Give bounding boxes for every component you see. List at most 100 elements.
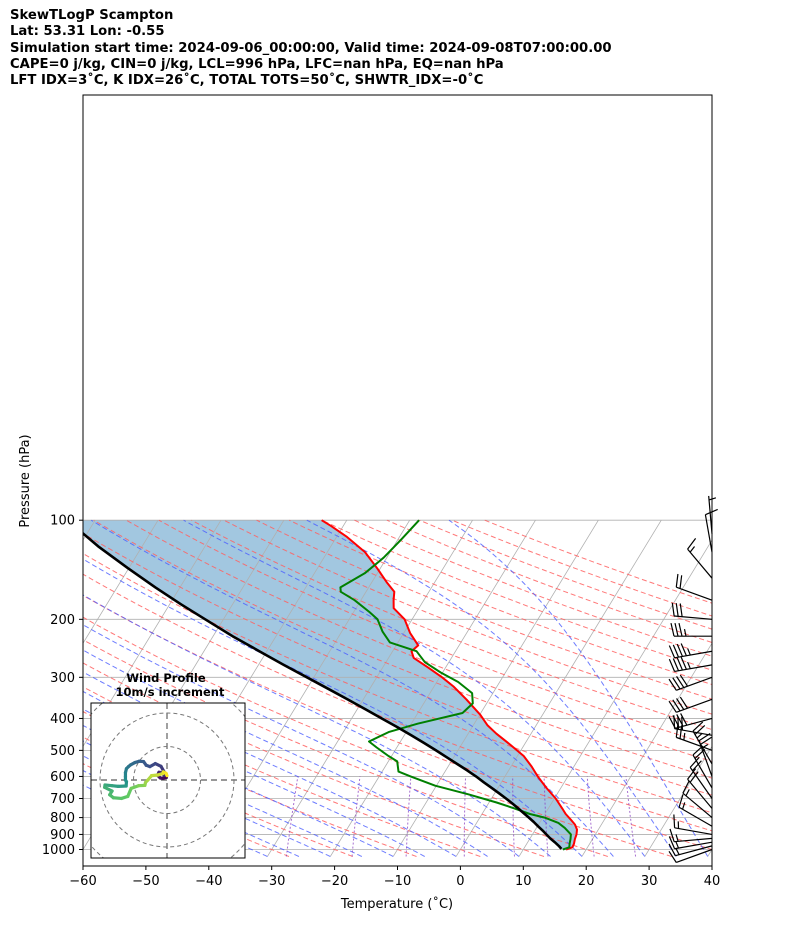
x-tick-label: −20 [321, 874, 348, 889]
isotherm [518, 539, 712, 857]
wind-barb [668, 696, 713, 713]
moist-adiabat [83, 755, 300, 857]
wind-barb [668, 713, 713, 729]
y-axis-label: Pressure (hPa) [18, 434, 33, 527]
isotherm [83, 519, 222, 748]
hodograph-title: Wind Profile [126, 671, 206, 685]
hodograph-segment [164, 771, 169, 778]
dry-adiabat [83, 639, 608, 857]
wind-barb [704, 508, 718, 553]
cape-shading [83, 520, 577, 850]
dry-adiabat [321, 519, 712, 671]
y-tick-label: 200 [50, 613, 75, 628]
location-line: Lat: 53.31 Lon: -0.55 [10, 24, 165, 40]
dry-adiabat [83, 662, 545, 857]
y-tick-label: 300 [50, 671, 75, 686]
wind-barb [675, 573, 713, 601]
dry-adiabat [83, 552, 712, 814]
dry-adiabat [83, 594, 712, 851]
wind-barb [668, 848, 713, 864]
wind-barb [708, 495, 717, 534]
mixing-ratio-line [586, 776, 595, 857]
mixing-ratio-line [285, 776, 299, 857]
y-tick-label: 900 [50, 828, 75, 843]
dry-adiabat [451, 519, 712, 617]
moist-adiabat [83, 594, 551, 857]
moist-adiabat [183, 519, 646, 857]
isotherm [644, 745, 712, 857]
isotherm [392, 519, 599, 857]
wind-barb [668, 656, 713, 673]
dry-adiabat [83, 711, 417, 857]
indices-line-1: CAPE=0 j/kg, CIN=0 j/kg, LCL=996 hPa, LF… [10, 56, 504, 72]
wind-barb [668, 843, 713, 857]
wind-barb [668, 643, 713, 659]
mixing-ratio-line [351, 776, 361, 857]
isotherm [771, 520, 794, 856]
x-tick-label: −50 [132, 874, 159, 889]
wind-barb [673, 814, 713, 836]
wind-barb [669, 828, 713, 843]
isotherm [707, 848, 712, 857]
y-tick-label: 400 [50, 712, 75, 727]
hodograph-subtitle: 10m/s increment [116, 685, 225, 699]
x-tick-label: 30 [641, 874, 658, 889]
wind-barb [689, 757, 713, 799]
wind-barb [668, 674, 713, 691]
x-tick-label: −30 [258, 874, 285, 889]
parcel-line [83, 531, 563, 850]
wind-barb [668, 836, 713, 850]
y-tick-label: 1000 [42, 843, 75, 858]
dewpoint-line [339, 519, 572, 851]
hodograph-frame [90, 702, 246, 859]
moist-adiabat [83, 649, 488, 857]
wind-barb [687, 538, 713, 579]
moist-adiabat [83, 671, 457, 857]
isotherm [267, 519, 473, 857]
mixing-ratio-line [463, 776, 467, 857]
x-tick-label: 40 [704, 874, 721, 889]
isotherm [330, 519, 536, 857]
wind-barb [671, 602, 713, 620]
wind-barb [678, 794, 713, 827]
dry-adiabat [83, 616, 672, 857]
mixing-ratio-line [405, 776, 412, 857]
moist-adiabat [90, 519, 614, 857]
chart-title: SkewTLogP Scampton [10, 8, 174, 23]
moist-adiabat [448, 519, 709, 857]
x-tick-label: −40 [195, 874, 222, 889]
moist-adiabat [83, 624, 520, 857]
isotherm [83, 519, 96, 541]
wind-barb [670, 623, 712, 637]
chart-header: SkewTLogP Scampton Lat: 53.31 Lon: -0.55… [10, 8, 612, 89]
mixing-ratio-line [625, 776, 637, 857]
y-tick-label: 800 [50, 811, 75, 826]
y-tick-label: 500 [50, 744, 75, 759]
dry-adiabat [83, 532, 712, 796]
time-line: Simulation start time: 2024-09-06_00:00:… [10, 40, 612, 56]
x-tick-label: 20 [578, 874, 595, 889]
temperature-line [321, 519, 578, 851]
y-tick-label: 600 [50, 770, 75, 785]
moist-adiabat [83, 558, 583, 857]
y-tick-label: 700 [50, 792, 75, 807]
y-tick-label: 100 [50, 514, 75, 529]
wind-barb [682, 781, 713, 819]
x-tick-label: 10 [515, 874, 532, 889]
dry-adiabat [256, 519, 712, 700]
x-tick-label: 0 [456, 874, 464, 889]
x-tick-label: −60 [69, 874, 96, 889]
dry-adiabat [419, 519, 712, 630]
indices-line-2: LFT IDX=3˚C, K IDX=26˚C, TOTAL TOTS=50˚C… [10, 73, 484, 89]
dry-adiabat [191, 519, 712, 731]
dry-adiabat [83, 573, 712, 832]
wind-barb [687, 768, 713, 809]
moist-adiabat [306, 519, 677, 857]
isotherm [0, 520, 32, 856]
isotherm [581, 642, 712, 857]
moist-adiabat [83, 740, 331, 857]
wind-barb [698, 732, 713, 777]
dry-adiabat [93, 519, 712, 779]
x-tick-label: −10 [384, 874, 411, 889]
